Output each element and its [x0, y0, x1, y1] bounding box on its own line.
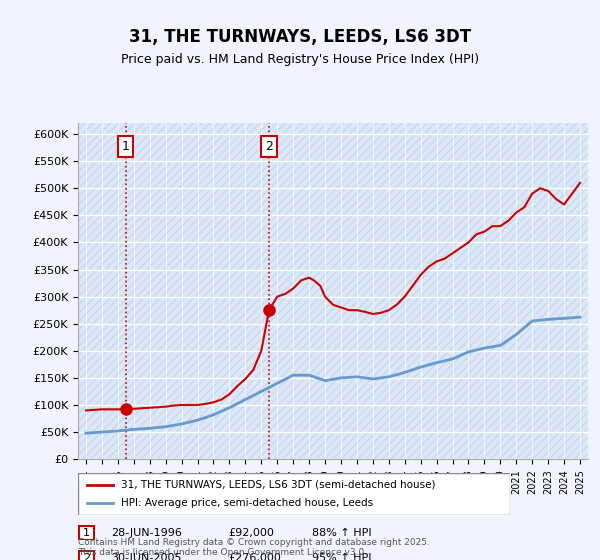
FancyBboxPatch shape [78, 473, 510, 515]
Text: 1: 1 [83, 528, 90, 538]
Text: 2: 2 [83, 553, 90, 560]
Text: £92,000: £92,000 [228, 528, 274, 538]
FancyBboxPatch shape [79, 525, 94, 540]
Text: HPI: Average price, semi-detached house, Leeds: HPI: Average price, semi-detached house,… [121, 498, 373, 508]
Text: Contains HM Land Registry data © Crown copyright and database right 2025.
This d: Contains HM Land Registry data © Crown c… [78, 538, 430, 557]
Text: Price paid vs. HM Land Registry's House Price Index (HPI): Price paid vs. HM Land Registry's House … [121, 53, 479, 66]
Text: 1: 1 [122, 140, 130, 153]
Text: 31, THE TURNWAYS, LEEDS, LS6 3DT (semi-detached house): 31, THE TURNWAYS, LEEDS, LS6 3DT (semi-d… [121, 480, 436, 490]
Text: 95% ↑ HPI: 95% ↑ HPI [312, 553, 371, 560]
Text: 28-JUN-1996: 28-JUN-1996 [111, 528, 182, 538]
Text: £276,000: £276,000 [228, 553, 281, 560]
Text: 31, THE TURNWAYS, LEEDS, LS6 3DT: 31, THE TURNWAYS, LEEDS, LS6 3DT [129, 28, 471, 46]
Text: 2: 2 [265, 140, 273, 153]
Text: 30-JUN-2005: 30-JUN-2005 [111, 553, 182, 560]
FancyBboxPatch shape [79, 550, 94, 560]
Text: 88% ↑ HPI: 88% ↑ HPI [312, 528, 371, 538]
